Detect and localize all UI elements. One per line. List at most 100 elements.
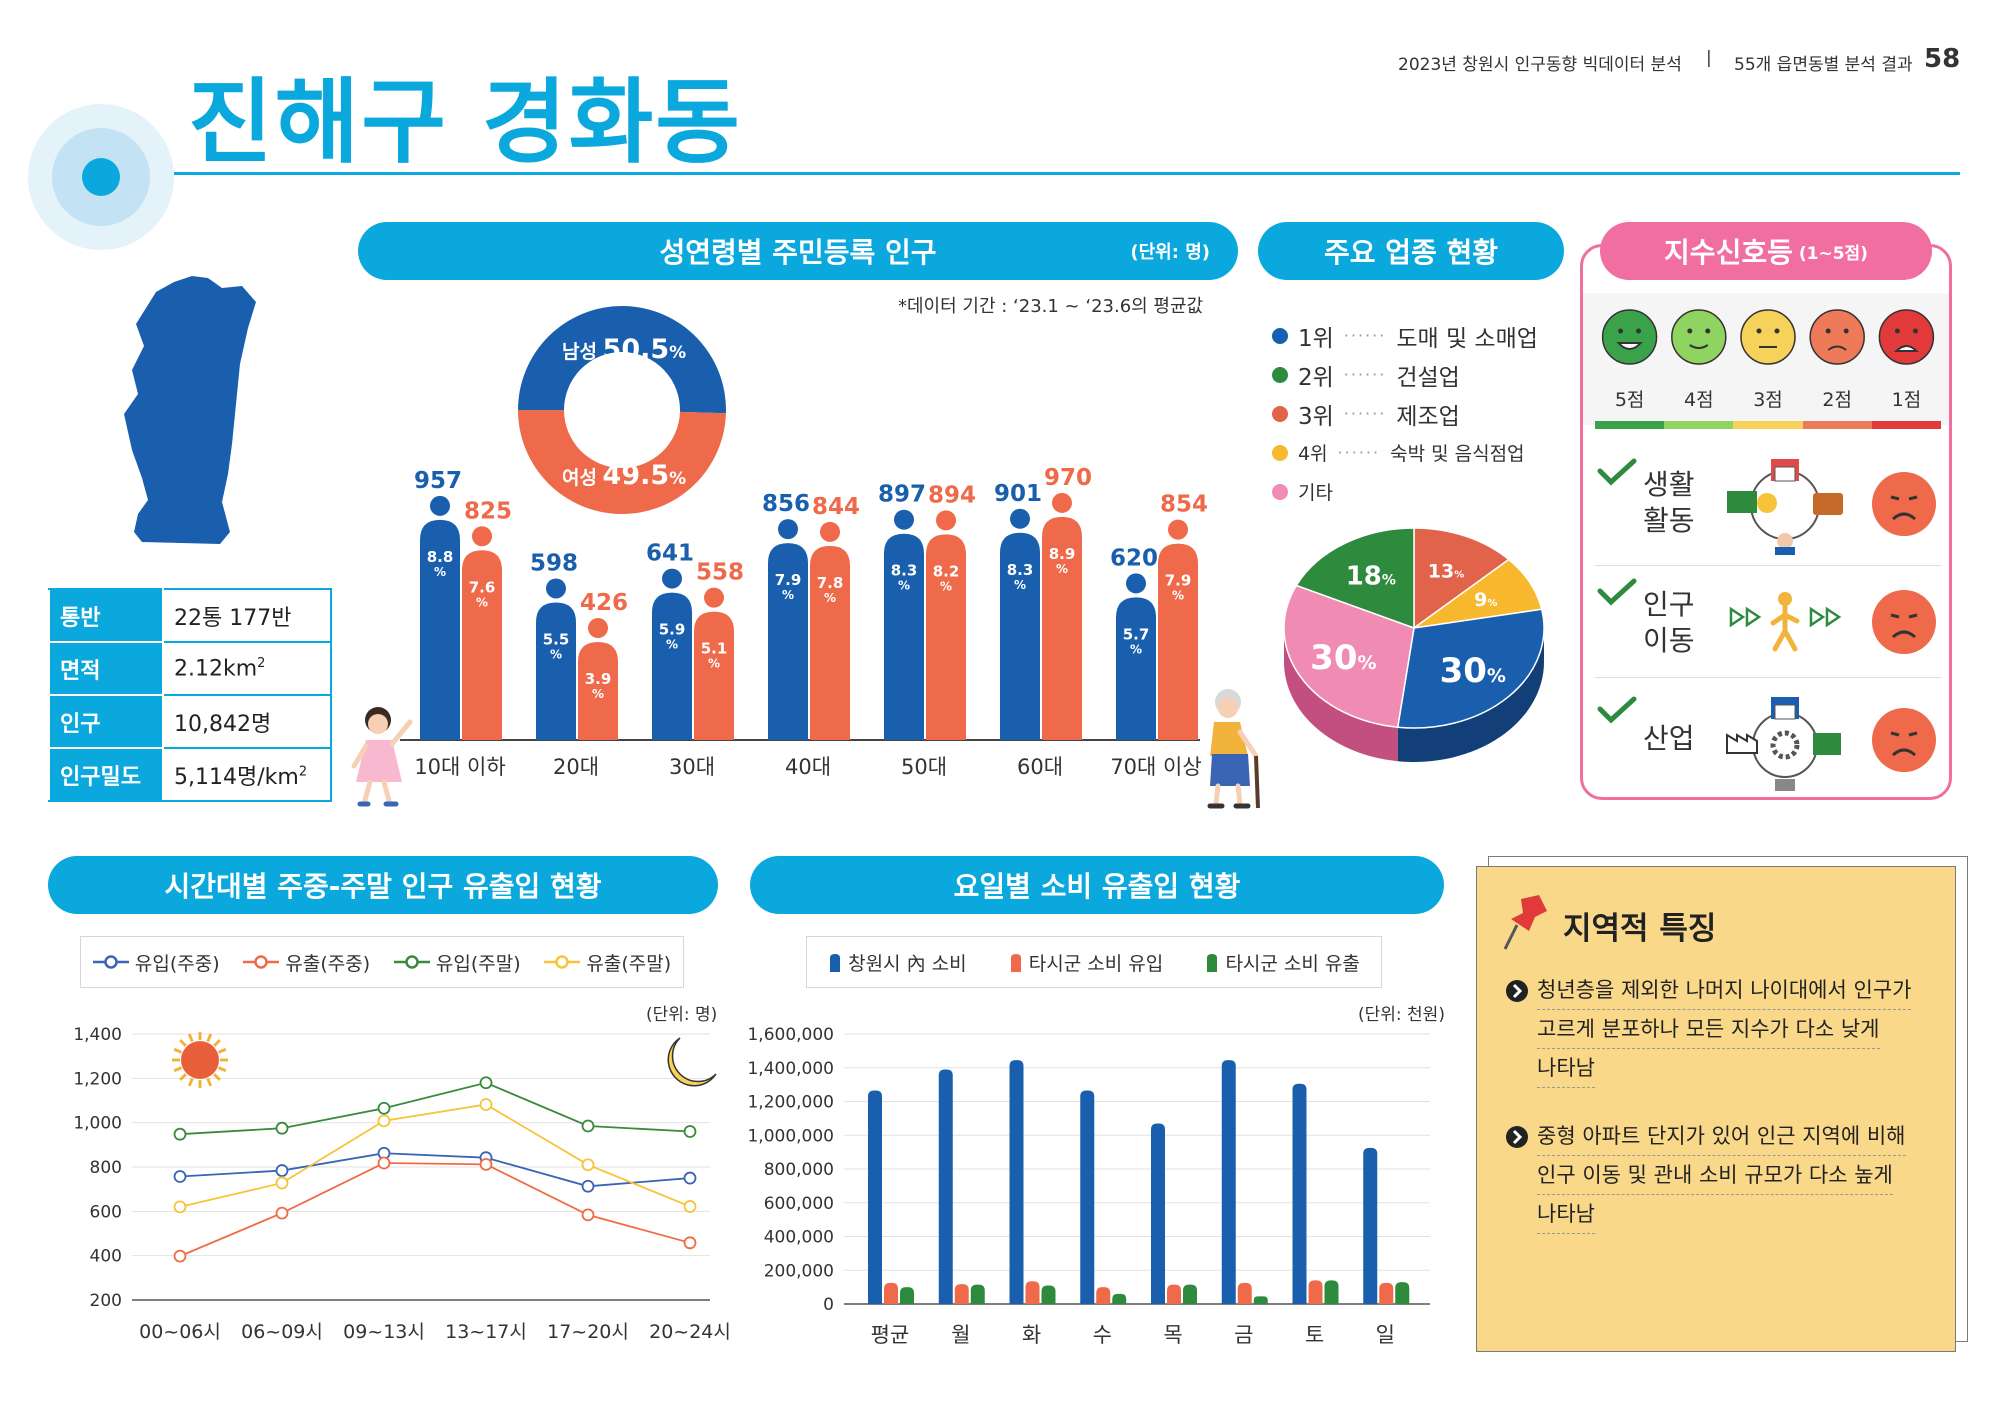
consumption-chart-unit: (단위: 천원) [1358,1005,1445,1025]
flow-x-tick: 13~17시 [445,1321,527,1343]
cons-bar [1167,1284,1181,1304]
moon-icon [667,1037,717,1087]
flow-x-tick: 06~09시 [241,1321,323,1343]
legend-item: 창원시 內 소비 [828,949,967,976]
male-share-label: 남성 50.5% [562,334,687,365]
elderly-figure-icon [1207,689,1260,809]
age-bar-head [588,618,608,639]
legend-item: 유출(주말) [544,949,671,976]
cons-bar [1237,1282,1252,1304]
cons-bar [1363,1147,1378,1304]
legend-item: 유입(주말) [393,949,521,976]
title-underline [174,172,1960,175]
flow-point [377,1114,391,1128]
population-movement-icon [1729,592,1842,652]
flow-point [275,1121,289,1135]
flow-point [275,1206,289,1220]
age-bar-value: 825 [464,498,512,524]
flow-line-chart: 1,400 1,200 1,000 800 600 400 200 00~06시 06~09시 0… [73,1025,730,1343]
age-bar-head [430,495,450,516]
signal-face-eye [1687,328,1693,334]
industry-legend-item: 기타 [1272,472,1538,511]
flow-series-line [179,1152,691,1188]
signal-face [1671,309,1727,365]
cons-x-tick: 일 [1376,1323,1395,1347]
signal-face-eye [1894,328,1900,334]
flow-series-line [179,1162,691,1257]
donut-slice-female [518,410,726,515]
signal-face [1601,309,1658,365]
cons-y-tick: 800,000 [764,1160,834,1180]
age-bar-pct-sign: % [1130,642,1142,656]
cons-bar [1112,1293,1127,1304]
age-bar-pct-sign: % [940,579,952,593]
signal-face-eye [1756,328,1762,334]
cons-bar [938,1069,953,1304]
pie-slice [1295,527,1415,630]
flow-point [173,1170,187,1183]
population-section-header: 성연령별 주민등록 인구 (단위: 명) [358,222,1238,280]
industry-legend-item: 3위 ······ 제조업 [1272,394,1538,433]
age-bar [884,533,924,740]
age-bar-value: 844 [812,494,860,520]
age-bar [1116,597,1156,740]
flow-y-tick: 600 [90,1202,122,1222]
legend-item: 유출(주중) [243,949,370,976]
industry-legend-item: 4위 ······ 숙박 및 음식점업 [1272,433,1538,472]
age-bar-pct-sign: % [550,647,562,661]
cons-y-tick: 0 [823,1295,834,1315]
age-bar-head [662,568,682,589]
score-label: 1점 [1891,389,1922,411]
flow-point [479,1157,493,1171]
age-bar-value: 897 [878,482,926,508]
pie-slice-side [1284,628,1398,762]
age-bar-pct: 8.3 [891,562,918,580]
consumption-chart-legend: 창원시 內 소비 타시군 소비 유입 타시군 소비 유출 [806,936,1382,988]
age-bar [420,519,460,740]
cons-x-tick: 토 [1305,1323,1324,1347]
living-activity-icon [1727,459,1843,555]
age-bar-pct: 7.8 [817,574,844,592]
age-bar [768,543,808,740]
cons-bar [1379,1282,1394,1304]
flow-point [173,1127,187,1141]
cons-bar [1308,1280,1323,1304]
age-bar-pct: 8.9 [1049,545,1076,563]
fact-key: 면적 [48,641,164,696]
age-bar-head [472,526,492,547]
industry-legend-item: 1위 ······ 도매 및 소매업 [1272,316,1538,355]
region-title: 지역적 특징 [1563,911,1717,947]
checkmark-icon [1597,696,1637,724]
age-category-label: 30대 [669,755,715,779]
pie-slice-side [1397,628,1544,762]
pushpin-icon [1503,895,1547,950]
cons-y-tick: 1,600,000 [747,1025,834,1045]
cons-bar [1151,1123,1165,1304]
signal-face-mouth [1616,342,1643,350]
signal-face-mouth [1689,344,1709,349]
signal-scale-faces [1601,309,1935,365]
industry-legend-item: 2위 ······ 건설업 [1272,355,1538,394]
age-category-label: 60대 [1017,755,1063,779]
age-bar-value: 620 [1110,545,1158,571]
flow-x-tick: 20~24시 [649,1321,730,1343]
flow-section-header: 시간대별 주중-주말 인구 유출입 현황 [48,856,718,914]
age-bar-pct-sign: % [898,579,910,593]
age-bar-pct: 7.9 [1165,572,1192,590]
age-population-bar-chart: 957 8.8% 825 7.6% 10대 이하 598 5.5% 426 3.9% 20대 641… [400,465,1208,779]
age-bar-value: 426 [580,590,628,616]
bullet-arrow-icon [1506,1126,1528,1148]
flow-point [173,1200,187,1214]
sun-icon [172,1032,228,1088]
title-circle-decoration [28,104,174,250]
signal-face-mouth [1893,345,1919,352]
cons-bar [1324,1280,1339,1304]
cons-bar [1183,1284,1197,1304]
age-category-label: 70대 이상 [1110,755,1201,779]
signal-section-header: 지수신호등 (1~5점) [1600,222,1932,280]
cons-bar [1395,1282,1410,1304]
signal-face-eye [1912,328,1918,334]
age-bar [1042,516,1082,740]
fact-row: 면적 2.12km2 [48,641,332,696]
age-category-label: 40대 [785,755,831,779]
